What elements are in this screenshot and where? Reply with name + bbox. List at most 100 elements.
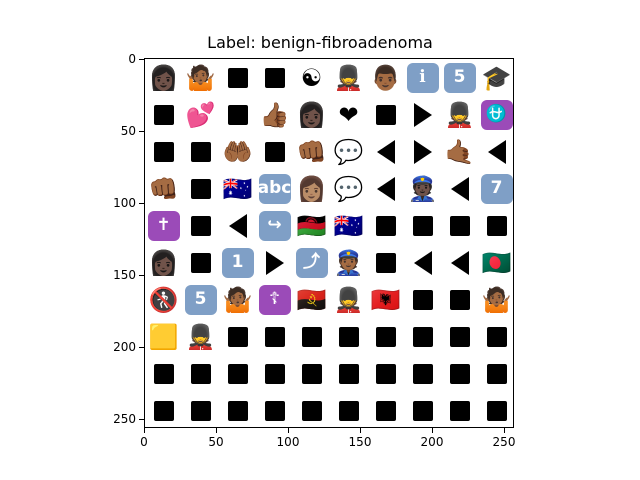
mosaic-cell: 👍🏾 <box>256 96 293 133</box>
keycap-icon: 5 <box>443 62 476 93</box>
mosaic-cell: 👊🏾 <box>145 170 182 207</box>
mosaic-cell <box>256 318 293 355</box>
mosaic-cell <box>293 392 330 427</box>
emoji-icon: 👊🏾 <box>148 174 179 203</box>
emoji-icon: 👨🏾 <box>370 63 401 92</box>
mosaic-cell <box>256 133 293 170</box>
black-square-icon <box>227 67 248 88</box>
black-square-icon <box>449 400 470 421</box>
mosaic-cell <box>367 96 404 133</box>
mosaic-cell: 🎓 <box>478 59 513 96</box>
black-square-icon <box>486 363 507 384</box>
emoji-icon: 🤷🏾 <box>185 63 216 92</box>
mosaic-cell <box>293 355 330 392</box>
mosaic-cell <box>182 355 219 392</box>
emoji-icon: 💂 <box>333 63 364 92</box>
emoji-icon: 🎓 <box>481 63 512 92</box>
mosaic-cell: ℹ <box>404 59 441 96</box>
black-square-icon <box>338 400 359 421</box>
x-tick-label: 250 <box>492 435 516 449</box>
x-tick-mark <box>216 428 217 433</box>
emoji-icon: 👮🏿 <box>407 174 438 203</box>
mosaic-cell: 🇧🇩 <box>478 244 513 281</box>
mosaic-cell <box>441 244 478 281</box>
mosaic-cell: 👊🏾 <box>293 133 330 170</box>
mosaic-cell <box>404 207 441 244</box>
mosaic-cell: 🇦🇺 <box>330 207 367 244</box>
mosaic-cell <box>441 355 478 392</box>
emoji-icon: 👍🏾 <box>259 100 290 129</box>
mosaic-cell <box>256 244 293 281</box>
black-square-icon <box>153 400 174 421</box>
x-tick-label: 150 <box>348 435 372 449</box>
black-square-icon <box>486 215 507 236</box>
x-tick-label: 100 <box>276 435 300 449</box>
keycap-icon: 7 <box>480 173 513 204</box>
black-square-icon <box>449 326 470 347</box>
mosaic-cell <box>367 170 404 207</box>
mosaic-cell: 🇲🇼 <box>293 207 330 244</box>
x-tick-mark <box>504 428 505 433</box>
mosaic-cell <box>441 207 478 244</box>
mosaic-cell <box>182 392 219 427</box>
purple-symbol-icon: ☦ <box>258 284 291 315</box>
mosaic-cell <box>404 318 441 355</box>
mosaic-cell: ☯ <box>293 59 330 96</box>
mosaic-cell <box>145 96 182 133</box>
mosaic-cell: 👩🏿 <box>145 244 182 281</box>
mosaic-cell <box>330 355 367 392</box>
emoji-icon: 💬 <box>333 174 364 203</box>
mosaic-cell <box>367 133 404 170</box>
emoji-icon: 👩🏿 <box>148 248 179 277</box>
mosaic-cell: ⛎ <box>478 96 513 133</box>
keycap-icon: 1 <box>221 247 254 278</box>
mosaic-cell: 7 <box>478 170 513 207</box>
y-tick-label: 0 <box>128 52 136 66</box>
mosaic-cell: ❤ <box>330 96 367 133</box>
y-tick-label: 200 <box>113 340 136 354</box>
right-triangle-icon <box>413 139 432 164</box>
keycap-icon: ⤴ <box>295 247 328 278</box>
mosaic-cell: 🤙🏾 <box>441 133 478 170</box>
emoji-icon: 🤙🏾 <box>444 137 475 166</box>
emoji-icon: 🚷 <box>148 285 179 314</box>
emoji-icon: 👩🏿 <box>148 63 179 92</box>
black-square-icon <box>375 400 396 421</box>
y-tick-label: 150 <box>113 268 136 282</box>
mosaic-cell <box>145 392 182 427</box>
mosaic-cell: 💬 <box>330 170 367 207</box>
black-square-icon <box>412 289 433 310</box>
y-tick-label: 50 <box>120 124 136 138</box>
black-square-icon <box>190 400 211 421</box>
mosaic-cell: 1 <box>219 244 256 281</box>
black-square-icon <box>375 215 396 236</box>
emoji-icon: ☯ <box>300 63 323 92</box>
mosaic-cell <box>404 281 441 318</box>
black-square-icon <box>375 326 396 347</box>
y-tick-mark <box>139 59 144 60</box>
image-panel: 👩🏿 🤷🏾 ☯ 💂 👨🏾 ℹ 5 🎓 💕 👍🏾 👩🏿 ❤ 💂 ⛎ 🤲🏾 👊🏾 💬 🤙🏾 👊🏾 🇦🇺 abc 👩🏽 💬 👮🏿 7 ✝… <box>144 58 514 428</box>
mosaic-cell: 👩🏿 <box>145 59 182 96</box>
mosaic-cell <box>404 355 441 392</box>
black-square-icon <box>301 400 322 421</box>
keycap-icon: ↪ <box>258 210 291 241</box>
black-square-icon <box>375 252 396 273</box>
y-tick-mark <box>139 419 144 420</box>
black-square-icon <box>227 326 248 347</box>
y-tick-mark <box>139 347 144 348</box>
black-square-icon <box>412 363 433 384</box>
mosaic-cell <box>219 207 256 244</box>
black-square-icon <box>190 178 211 199</box>
emoji-icon: 💬 <box>333 137 364 166</box>
black-square-icon <box>301 326 322 347</box>
emoji-icon: 🤲🏾 <box>222 137 253 166</box>
emoji-icon: ❤ <box>338 100 359 129</box>
mosaic-cell: 💂 <box>441 96 478 133</box>
black-square-icon <box>449 289 470 310</box>
left-triangle-icon <box>376 139 395 164</box>
chart-title: Label: benign-fibroadenoma <box>207 33 433 52</box>
mosaic-cell <box>367 318 404 355</box>
mosaic-cell: 🤷🏾 <box>219 281 256 318</box>
mosaic-cell: 👨🏾 <box>367 59 404 96</box>
black-square-icon <box>449 215 470 236</box>
